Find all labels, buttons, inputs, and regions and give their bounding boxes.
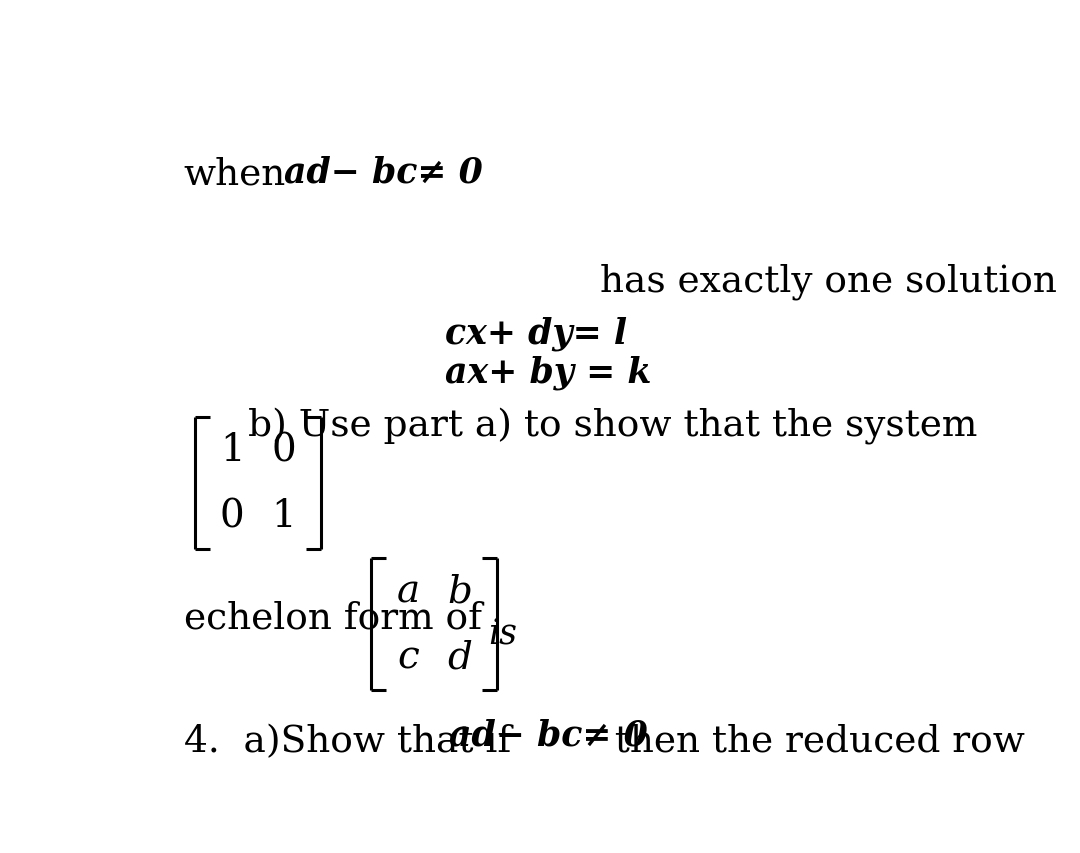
Text: a: a — [396, 573, 419, 610]
Text: 0: 0 — [271, 432, 296, 469]
Text: c: c — [397, 639, 419, 676]
Text: cx+ dy= l: cx+ dy= l — [445, 316, 626, 351]
Text: is: is — [488, 616, 517, 650]
Text: ad− bc≠ 0: ad− bc≠ 0 — [449, 717, 648, 751]
Text: d: d — [447, 639, 472, 676]
Text: when: when — [184, 156, 286, 192]
Text: ad− bc≠ 0: ad− bc≠ 0 — [284, 155, 483, 189]
Text: 1: 1 — [219, 432, 244, 469]
Text: b) Use part a) to show that the system: b) Use part a) to show that the system — [248, 408, 977, 444]
Text: 4.  a)Show that if: 4. a)Show that if — [184, 723, 523, 759]
Text: echelon form of: echelon form of — [184, 600, 482, 636]
Text: 1: 1 — [272, 497, 296, 535]
Text: b: b — [447, 573, 472, 610]
Text: then the reduced row: then the reduced row — [591, 723, 1025, 759]
Text: ax+ by = k: ax+ by = k — [445, 355, 651, 390]
Text: has exactly one solution: has exactly one solution — [599, 264, 1056, 299]
Text: 0: 0 — [219, 497, 244, 535]
